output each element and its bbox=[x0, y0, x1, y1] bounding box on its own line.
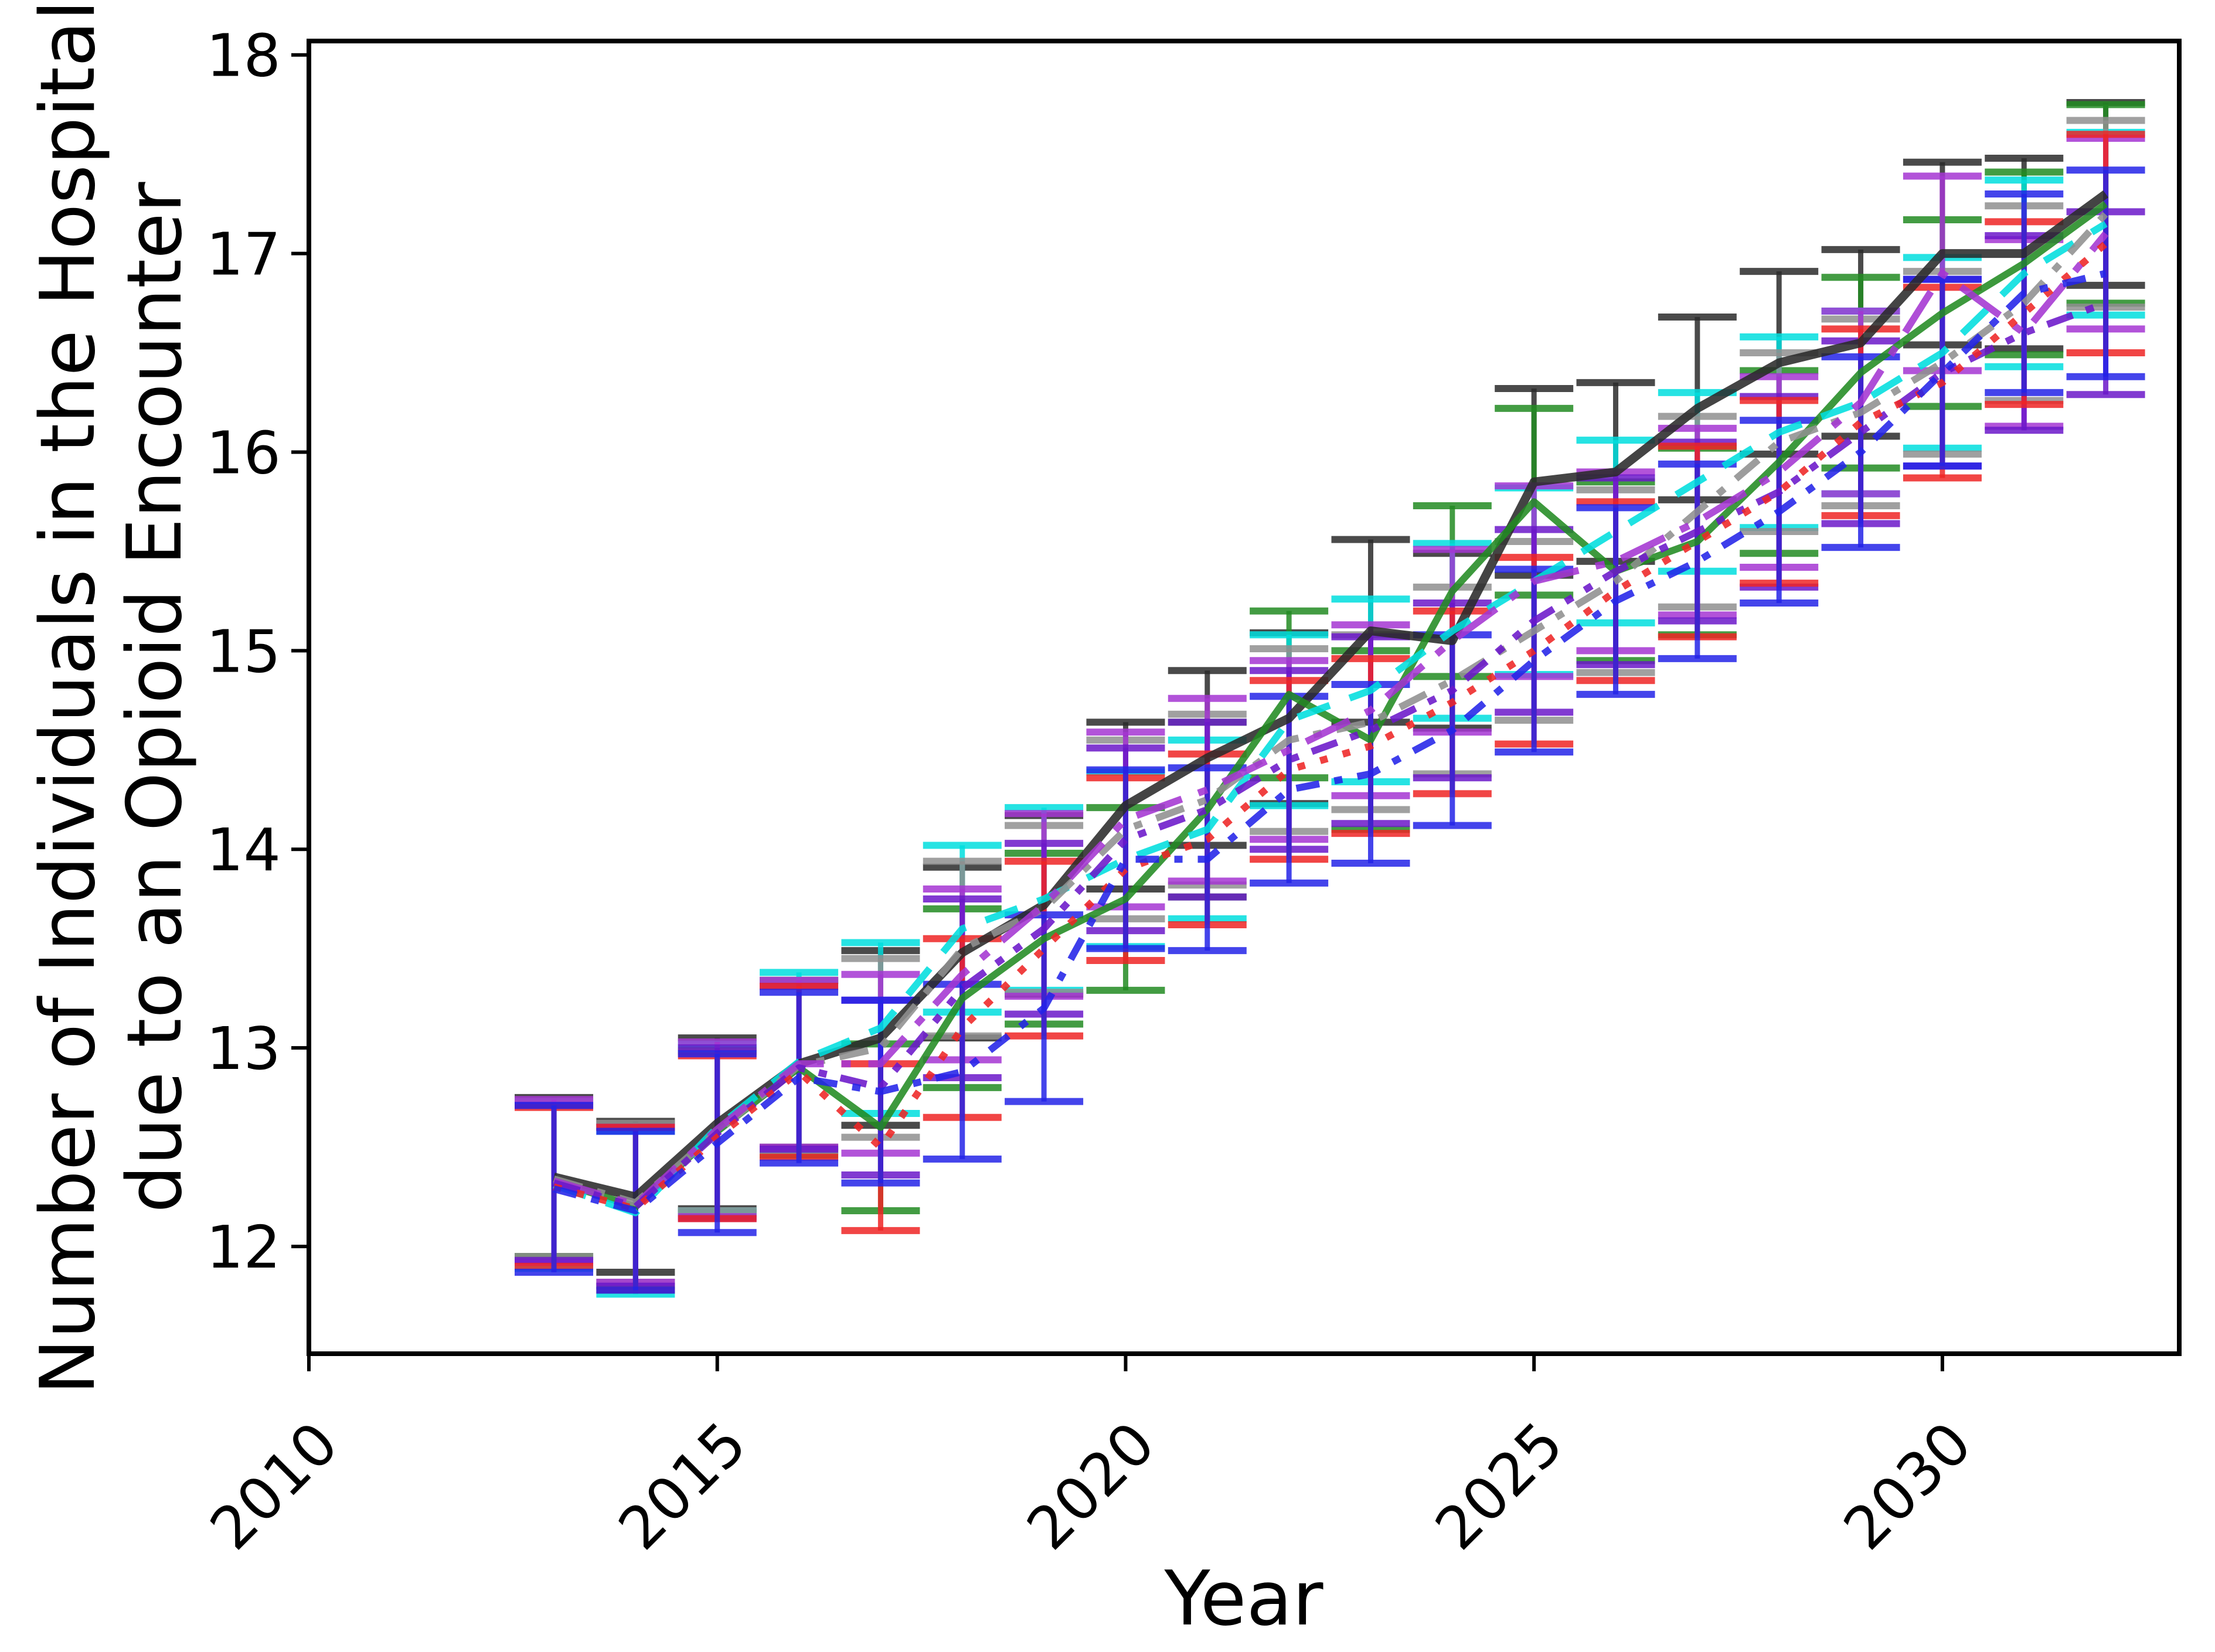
x-axis-label: Year bbox=[1164, 1555, 1323, 1643]
y-axis-label-line2: due to an Opioid Encounter bbox=[111, 182, 199, 1213]
y-tick-label: 14 bbox=[206, 816, 281, 884]
series-line-green-solid bbox=[553, 201, 2108, 1211]
series-line-cyan-dashed bbox=[553, 220, 2108, 1217]
plot-border bbox=[307, 39, 2182, 1356]
y-tick-label: 12 bbox=[206, 1213, 281, 1282]
y-tick-label: 16 bbox=[206, 418, 281, 487]
y-tick-label: 18 bbox=[206, 22, 281, 90]
y-tick-label: 13 bbox=[206, 1014, 281, 1083]
y-tick-label: 15 bbox=[206, 617, 281, 686]
series-line-black-solid bbox=[553, 190, 2109, 1201]
y-axis-label-line1: Number of Individuals in the Hospital bbox=[25, 0, 112, 1395]
series-line-purple-dash-dot bbox=[553, 231, 2109, 1208]
series-line-violet-dash-dot-dot bbox=[553, 299, 2107, 1211]
series-lines-layer bbox=[553, 190, 2109, 1217]
y-tick-label: 17 bbox=[206, 220, 281, 289]
